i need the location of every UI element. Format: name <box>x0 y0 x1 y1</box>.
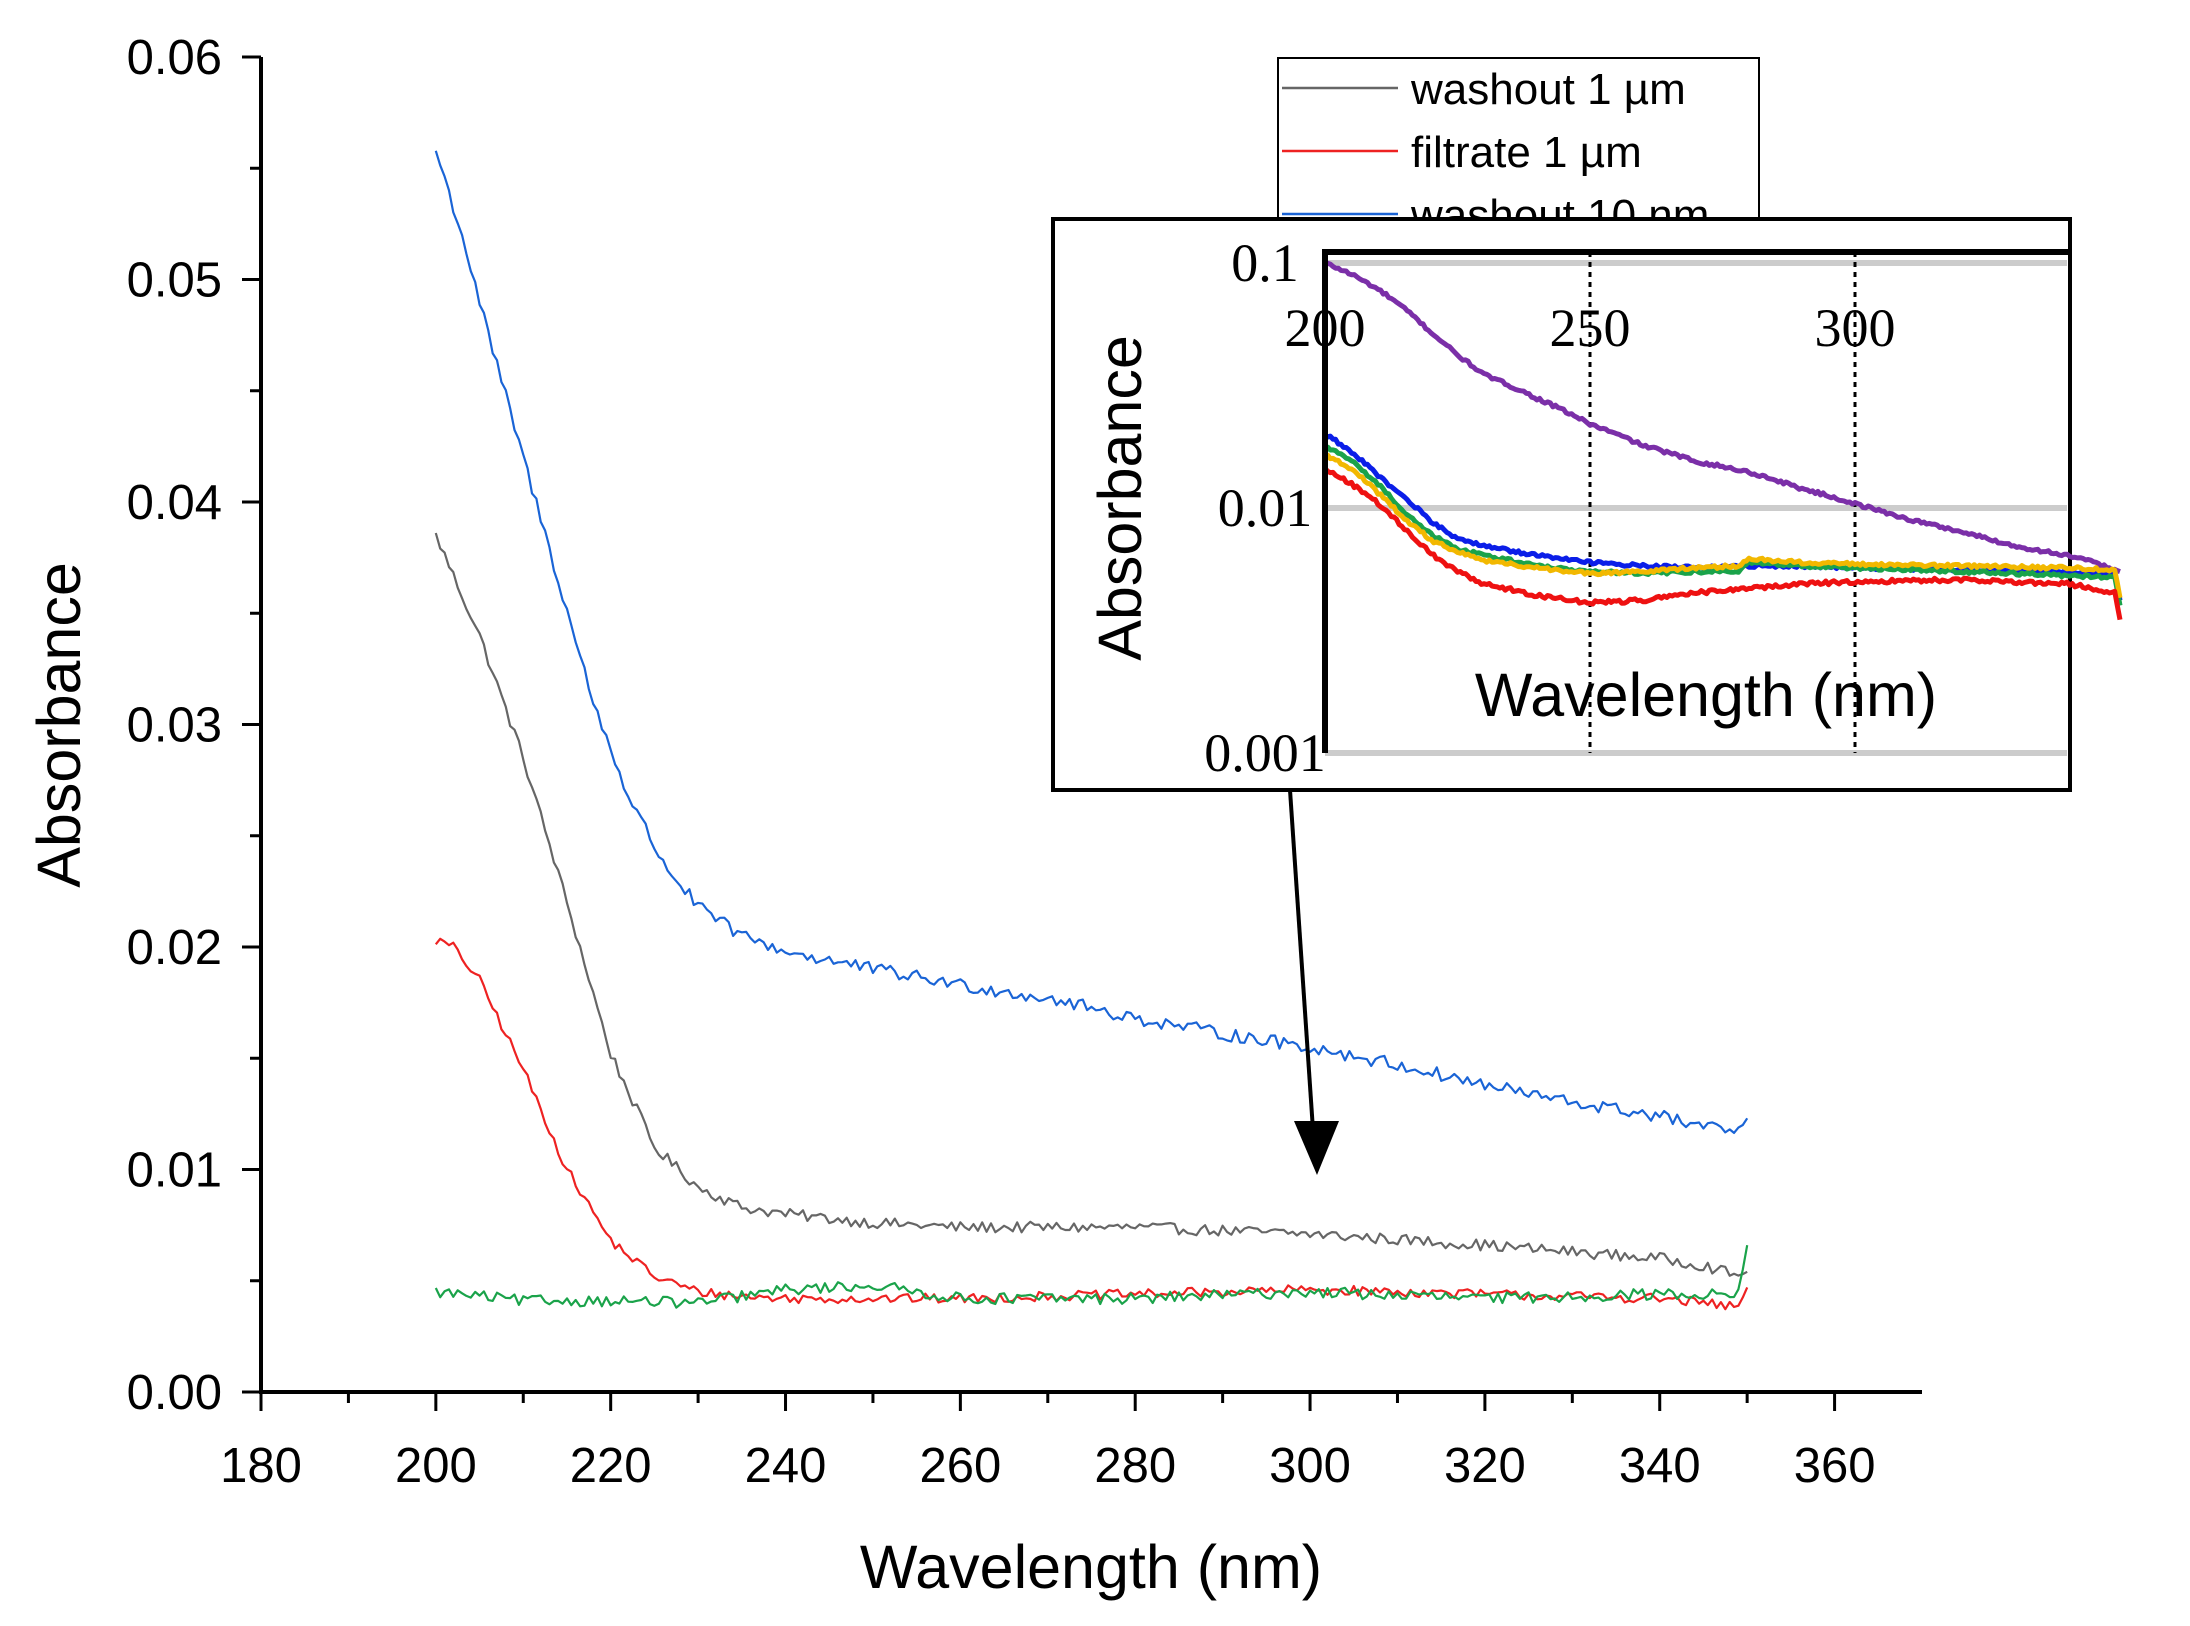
y-tick-label: 0.02 <box>127 921 222 975</box>
main-series-group <box>434 150 1749 1311</box>
inset-frame <box>1051 217 2072 792</box>
series-line-washout-10-nm <box>434 150 1749 1135</box>
inset-y-tick-label: 0.1 <box>1231 233 1299 293</box>
x-tick-label: 320 <box>1444 1439 1526 1493</box>
inset-x-tick-label: 300 <box>1815 298 1896 358</box>
x-tick-label: 200 <box>395 1439 477 1493</box>
inset-y-tick-label: 0.01 <box>1218 478 1313 538</box>
x-tick-label: 260 <box>919 1439 1001 1493</box>
legend-label-filtrate-1um: filtrate 1 µm <box>1411 128 1642 177</box>
inset-y-axis-title: Absorbance <box>1086 335 1154 661</box>
pointer-arrow-head <box>1294 1121 1339 1175</box>
inset-x-axis-title: Wavelength (nm) <box>1475 661 1937 729</box>
main-ticks: 180 200 220 240 260 280 300 320 340 360 0.00 0.01 0.… <box>127 31 1876 1493</box>
inset-y-tick-label: 0.001 <box>1204 723 1326 783</box>
y-tick-label: 0.06 <box>127 31 222 85</box>
inset-grid <box>1325 252 2067 756</box>
x-tick-label: 240 <box>745 1439 827 1493</box>
inset-plot: 200 250 300 0.1 0.01 0.001 Wavelength (nm) Ab… <box>1051 217 2123 792</box>
x-tick-label: 360 <box>1794 1439 1876 1493</box>
y-tick-label: 0.04 <box>127 476 222 530</box>
y-tick-label: 0.01 <box>127 1144 222 1198</box>
y-tick-label: 0.00 <box>127 1366 222 1420</box>
main-plot: 180 200 220 240 260 280 300 320 340 360 0.00 0.01 0.… <box>25 31 1922 1601</box>
inset-x-tick-label: 200 <box>1285 298 1366 358</box>
pointer-arrow <box>1288 789 1339 1175</box>
y-tick-label: 0.05 <box>127 254 222 308</box>
x-tick-label: 300 <box>1269 1439 1351 1493</box>
x-tick-label: 220 <box>570 1439 652 1493</box>
x-tick-label: 280 <box>1094 1439 1176 1493</box>
series-line-washout-1-m <box>434 532 1748 1277</box>
legend-label-washout-1um: washout 1 µm <box>1410 65 1686 114</box>
y-tick-label: 0.03 <box>127 699 222 753</box>
main-x-axis-title: Wavelength (nm) <box>860 1533 1322 1601</box>
inset-x-tick-label: 250 <box>1550 298 1631 358</box>
x-tick-label: 180 <box>220 1439 302 1493</box>
legend: washout 1 µm filtrate 1 µm washout 10 nm <box>1277 57 1760 240</box>
inset-series-line-yellow <box>1323 451 2123 599</box>
series-line-filtrate-10-nm <box>434 1245 1749 1309</box>
inset-series-line-purple <box>1324 260 2121 574</box>
main-y-axis-title: Absorbance <box>25 562 93 888</box>
inset-ticks: 200 250 300 0.1 0.01 0.001 <box>1204 233 1895 783</box>
inset-series-group <box>1323 260 2123 621</box>
legend-box <box>1277 57 1760 229</box>
pointer-arrow-shaft <box>1288 789 1315 1131</box>
x-tick-label: 340 <box>1619 1439 1701 1493</box>
inset-series-line-red <box>1323 466 2123 621</box>
